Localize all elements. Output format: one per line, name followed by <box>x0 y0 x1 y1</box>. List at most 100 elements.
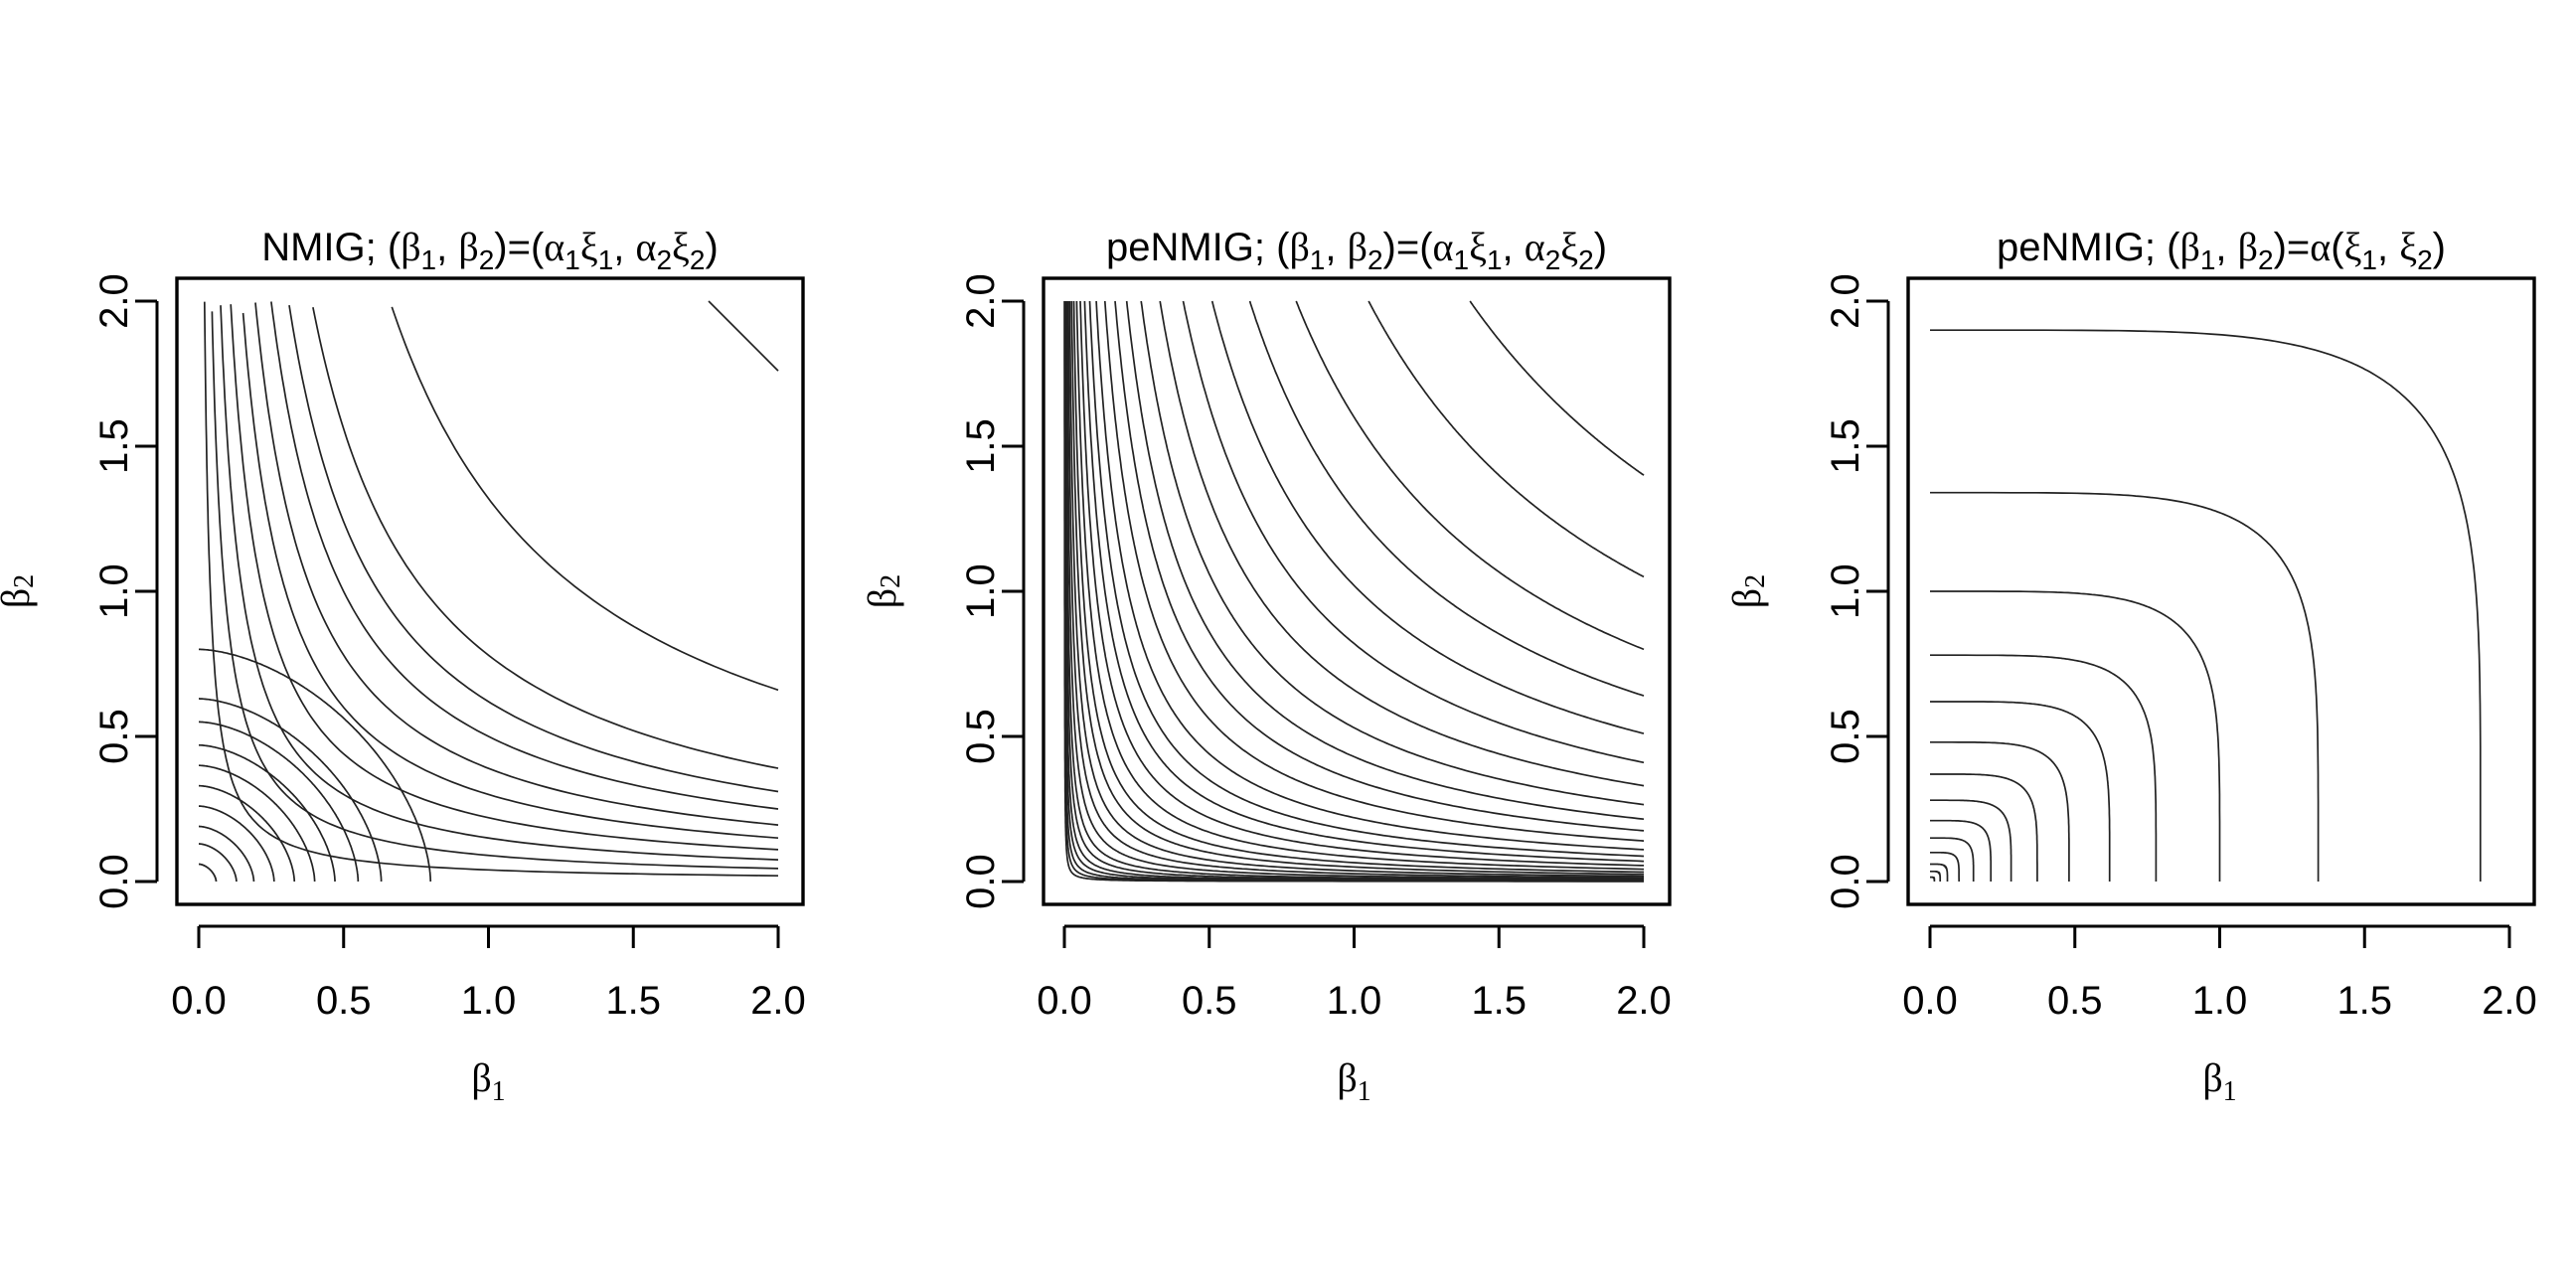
panel-1: 0.0 0.5 1.0 1.5 2.0 0.0 0.5 1.0 1.5 2.0 β1 β2 NMIG; … <box>0 225 806 1107</box>
y-tick-label-4: 2.0 <box>1824 273 1867 329</box>
plot-frame <box>1042 276 1672 906</box>
x-tick-label-4: 2.0 <box>750 979 806 1023</box>
contour-line-1 <box>203 301 779 878</box>
contour-line-8 <box>1140 300 1645 806</box>
contour-line-1 <box>1930 329 2482 882</box>
x-tick-label-1: 0.5 <box>1182 979 1237 1023</box>
y-axis: 0.0 0.5 1.0 1.5 2.0 <box>1824 273 1890 909</box>
contour-line-19 <box>1068 300 1645 878</box>
contour-line-6 <box>1182 300 1645 764</box>
contour-line-8 <box>1930 799 2012 882</box>
contour-lines <box>198 300 779 883</box>
contour-line-6 <box>1930 740 2070 882</box>
x-tick-label-4: 2.0 <box>1616 979 1672 1023</box>
contour-line-14 <box>1083 300 1645 863</box>
contour-line-3 <box>1930 590 2221 882</box>
x-axis-label: β1 <box>1337 1055 1370 1107</box>
x-axis: 0.0 0.5 1.0 1.5 2.0 <box>1902 924 2537 1023</box>
contour-line-6 <box>254 302 779 826</box>
y-tick-label-0: 0.0 <box>959 854 1003 909</box>
contour-line-8 <box>288 304 779 793</box>
y-tick-label-2: 1.0 <box>959 564 1003 619</box>
x-tick-label-3: 1.5 <box>605 979 661 1023</box>
contour-line-24 <box>1064 301 1644 882</box>
contour-line-2 <box>1368 300 1645 578</box>
contour-line-18 <box>199 721 360 882</box>
y-tick-label-3: 1.5 <box>92 418 136 474</box>
contour-line-5 <box>242 312 779 840</box>
x-tick-label-0: 0.0 <box>1902 979 1958 1023</box>
contour-line-22 <box>1065 301 1644 881</box>
contour-line-10 <box>391 306 779 692</box>
y-tick-label-0: 0.0 <box>92 854 136 909</box>
x-axis: 0.0 0.5 1.0 1.5 2.0 <box>1037 924 1672 1023</box>
contour-line-16 <box>1075 300 1645 871</box>
contour-line-15 <box>1079 300 1645 867</box>
contour-line-4 <box>1930 654 2158 882</box>
contour-lines <box>1063 300 1645 883</box>
contour-line-12 <box>1930 863 1949 882</box>
contour-line-1 <box>1469 300 1645 476</box>
contour-line-7 <box>1159 300 1645 787</box>
y-tick-label-2: 1.0 <box>92 564 136 619</box>
contour-line-9 <box>312 307 779 769</box>
contour-line-27 <box>1063 301 1644 883</box>
contour-line-17 <box>1072 300 1645 874</box>
contour-line-12 <box>198 843 238 882</box>
contour-line-11 <box>199 863 218 883</box>
plot-title: peNMIG; (β1, β2)=α(ξ1, ξ2) <box>1997 225 2446 275</box>
panel-2: 0.0 0.5 1.0 1.5 2.0 0.0 0.5 1.0 1.5 2.0 β1 β2 peNMIG… <box>860 225 1672 1107</box>
y-tick-label-0: 0.0 <box>1824 854 1867 909</box>
contour-line-4 <box>230 304 779 851</box>
y-tick-label-3: 1.5 <box>1824 418 1867 474</box>
contour-line-18 <box>1070 300 1645 876</box>
contour-line-5 <box>1210 300 1645 734</box>
y-tick-label-1: 0.5 <box>92 709 136 764</box>
y-tick-label-1: 0.5 <box>959 709 1003 764</box>
y-tick-label-4: 2.0 <box>959 273 1003 329</box>
y-tick-label-1: 0.5 <box>1824 709 1867 764</box>
contour-line-15 <box>199 784 296 882</box>
contour-line-3 <box>220 305 779 861</box>
x-axis: 0.0 0.5 1.0 1.5 2.0 <box>171 924 806 1023</box>
plot-title: NMIG; (β1, β2)=(α1ξ1, α2ξ2) <box>261 225 719 275</box>
panel-3: 0.0 0.5 1.0 1.5 2.0 0.0 0.5 1.0 1.5 2.0 β1 β2 peNMIG… <box>1724 225 2537 1107</box>
contour-line-25 <box>1063 301 1644 883</box>
contour-lines <box>1930 329 2482 883</box>
contour-line-10 <box>1930 837 1975 882</box>
y-tick-label-2: 1.0 <box>1824 564 1867 619</box>
contour-line-14 <box>1930 876 1936 882</box>
x-tick-label-0: 0.0 <box>1037 979 1092 1023</box>
plot-frame <box>175 276 805 906</box>
y-axis: 0.0 0.5 1.0 1.5 2.0 <box>92 273 159 909</box>
contour-line-7 <box>1930 773 2038 882</box>
contour-line-10 <box>1114 300 1645 832</box>
contour-line-9 <box>1930 819 1993 882</box>
contour-line-23 <box>1064 301 1645 882</box>
contour-line-17 <box>199 743 336 882</box>
contour-line-13 <box>1930 870 1942 882</box>
x-tick-label-2: 1.0 <box>2192 979 2248 1023</box>
contour-line-28 <box>1063 301 1644 883</box>
contour-line-21 <box>708 300 779 372</box>
x-tick-label-3: 1.5 <box>2336 979 2392 1023</box>
y-tick-label-4: 2.0 <box>92 273 136 329</box>
contour-line-2 <box>1930 491 2320 882</box>
contour-line-7 <box>270 301 779 810</box>
y-tick-label-3: 1.5 <box>959 418 1003 474</box>
y-axis-label: β2 <box>1724 574 1771 608</box>
y-axis-label: β2 <box>0 574 40 608</box>
contour-line-21 <box>1065 301 1644 881</box>
contour-line-5 <box>1930 701 2111 882</box>
plot-title: peNMIG; (β1, β2)=(α1ξ1, α2ξ2) <box>1106 225 1607 275</box>
x-tick-label-4: 2.0 <box>2482 979 2537 1023</box>
contour-line-9 <box>1125 300 1645 821</box>
contour-line-3 <box>1295 300 1645 651</box>
contour-line-2 <box>211 311 779 870</box>
contour-line-13 <box>199 825 255 882</box>
x-tick-label-1: 0.5 <box>316 979 372 1023</box>
x-tick-label-2: 1.0 <box>1327 979 1382 1023</box>
x-tick-label-1: 0.5 <box>2047 979 2103 1023</box>
contour-line-16 <box>199 764 316 882</box>
contour-line-26 <box>1063 301 1644 883</box>
